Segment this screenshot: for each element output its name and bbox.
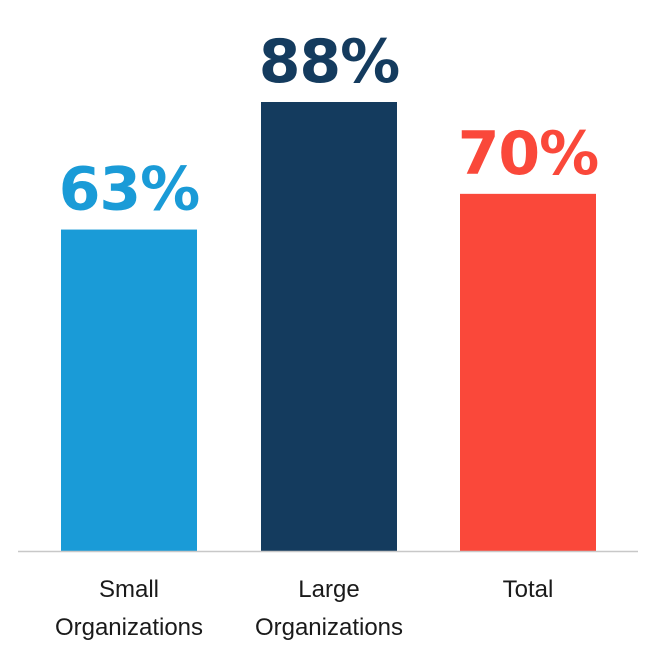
value-label-1: 88% [259,27,400,97]
category-label-2-line-0: Total [503,576,554,603]
bars-group [61,102,596,551]
category-label-0-line-0: Small [99,576,159,603]
value-labels-group: 63% 88% 70% [59,27,600,225]
category-labels-group: Small Organizations Large Organizations Tota… [55,576,553,641]
bar-0 [61,229,197,551]
value-label-2: 70% [458,119,599,189]
category-label-1-line-0: Large [298,576,359,603]
value-label-0: 63% [59,155,200,225]
category-label-0-line-1: Organizations [55,614,203,641]
bar-1 [261,102,397,551]
category-label-1-line-1: Organizations [255,614,403,641]
bar-2 [460,193,596,551]
